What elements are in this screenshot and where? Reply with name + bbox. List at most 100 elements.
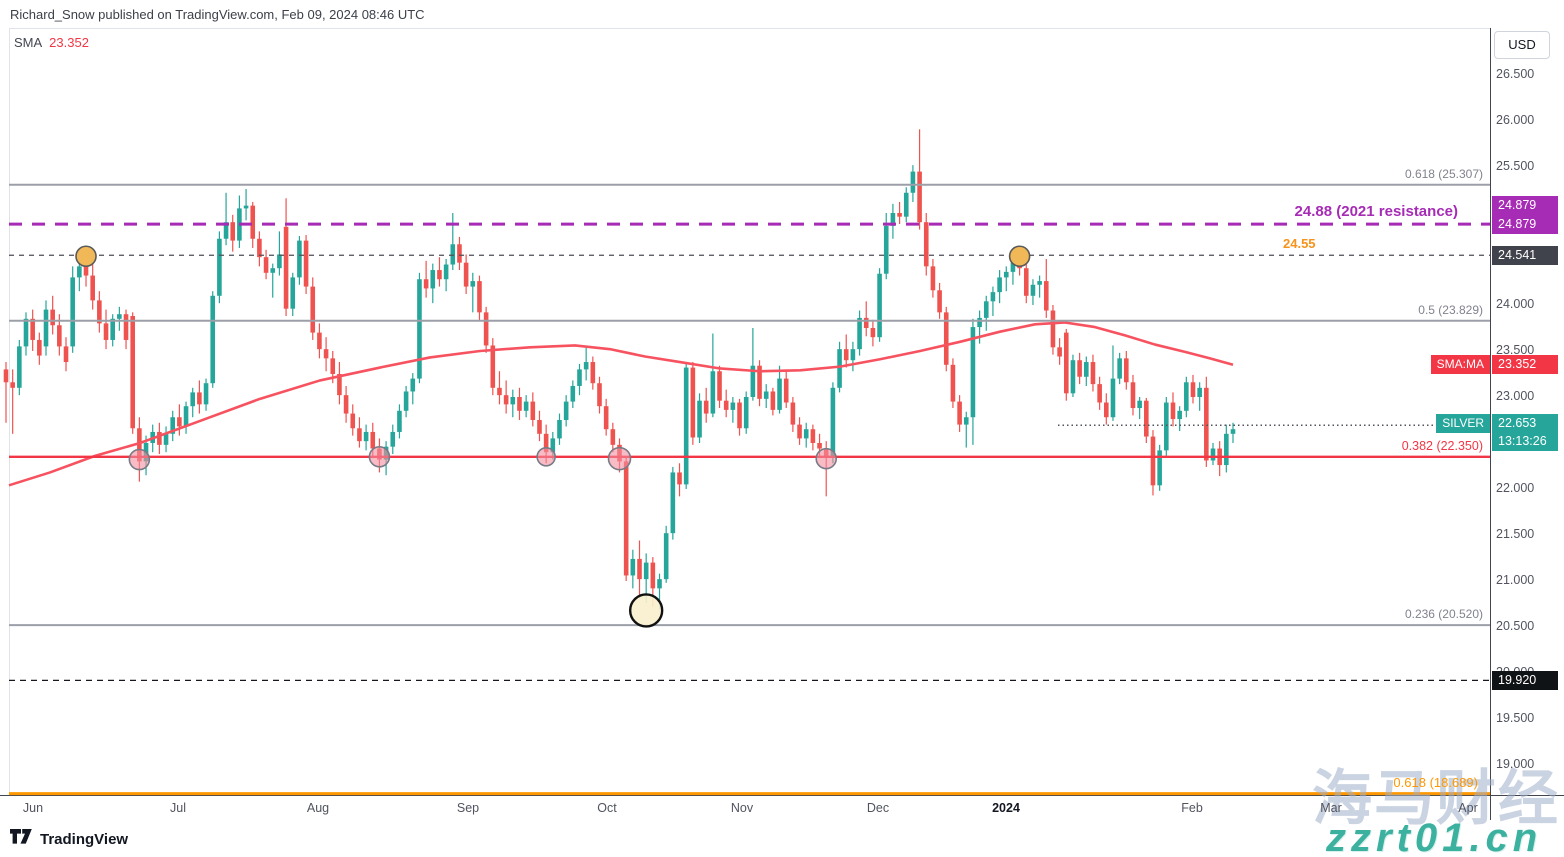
indicator-legend-name: SMA [14,35,43,50]
candle [1110,345,1116,421]
marker-circle-pink[interactable] [536,446,556,467]
candle [930,259,936,298]
watermark-cn: 海马财经 [1312,765,1560,832]
candle [1170,392,1176,427]
y-axis-tick: 26.000 [1496,113,1535,127]
price-axis-separator [1490,28,1491,820]
candle [803,422,809,448]
candle [843,334,849,368]
candle [723,389,729,418]
candle [903,187,909,223]
candle [983,295,989,331]
marker-circle-pink[interactable] [128,448,151,471]
price-badge: 24.879 [1492,195,1558,215]
candle [1230,422,1236,443]
candle [663,525,669,583]
y-axis-tick: 24.000 [1496,297,1535,311]
x-axis-tick: Sep [456,801,480,815]
candle [523,395,529,418]
y-axis-tick: 23.500 [1496,343,1535,357]
candle [950,358,956,409]
marker-circle-orange[interactable] [1008,245,1031,268]
x-axis-tick: Apr [1458,801,1478,815]
candle [177,404,182,436]
candle [1030,279,1036,305]
candle [1204,376,1209,467]
candle [97,291,102,333]
candle [497,371,502,405]
candle [1037,275,1042,298]
y-axis-tick: 25.500 [1496,159,1535,173]
candle [457,236,462,271]
candle [877,268,882,342]
tradingview-brand-text: TradingView [40,830,129,848]
marker-circle-orange[interactable] [75,245,97,268]
marker-circle-yellow[interactable] [628,593,664,628]
indicator-legend[interactable]: SMA 23.352 [14,35,89,50]
candle [757,360,762,407]
level-label-fib-0.236: 0.236 (20.520) [1404,607,1483,622]
y-axis-tick: 19.000 [1496,757,1535,771]
candle [937,282,942,319]
candle [503,380,509,414]
candle [770,387,776,416]
candle [1210,443,1216,466]
candle [470,272,476,313]
candle [590,356,596,390]
candle [990,286,996,317]
candle [1224,424,1229,473]
candle [923,213,929,276]
candle [1164,397,1169,456]
candle [1124,351,1129,390]
candle [583,346,589,381]
candle [623,457,629,581]
candle [1130,374,1136,416]
candle [463,254,469,294]
x-axis-tick: Jun [22,801,44,815]
candle [183,401,189,434]
marker-circle-pink[interactable] [607,446,632,471]
candle [1144,397,1149,443]
candle [1090,354,1096,392]
tradingview-footer[interactable]: TradingView [10,829,128,849]
candle [263,249,269,280]
candle [677,463,682,497]
candles [3,129,1236,610]
candle [450,213,456,271]
candle [303,235,309,294]
candle [697,393,702,443]
candle [3,362,9,423]
candle [203,378,209,411]
candle [997,270,1002,304]
candle [363,424,369,451]
candle [1190,374,1196,404]
marker-circle-pink[interactable] [368,445,391,468]
candle [110,314,115,347]
candle [870,319,876,347]
candle [1184,376,1189,418]
candle [763,384,769,409]
x-axis-tick: Jul [170,801,186,815]
level-label-fib-0.618-upper: 0.618 (25.307) [1404,166,1483,181]
candle [743,391,749,434]
candle [1157,444,1162,491]
y-axis-tick: 23.000 [1496,389,1535,403]
currency-unit-button[interactable]: USD [1494,31,1550,59]
indicator-legend-value: 23.352 [49,35,89,50]
candle [1043,259,1049,318]
candle [237,195,242,248]
candle [243,189,249,221]
candle [423,260,429,298]
price-badge: 24.879 [1492,214,1558,234]
candle [163,426,169,453]
candle [730,397,736,423]
level-label-fib-0.618-lower: 0.618 (18.689) [1393,774,1478,790]
candle [37,332,42,365]
candle [1177,406,1182,432]
candle [557,413,562,445]
marker-circle-pink[interactable] [815,447,838,470]
candle [297,236,302,285]
candle [210,291,216,388]
